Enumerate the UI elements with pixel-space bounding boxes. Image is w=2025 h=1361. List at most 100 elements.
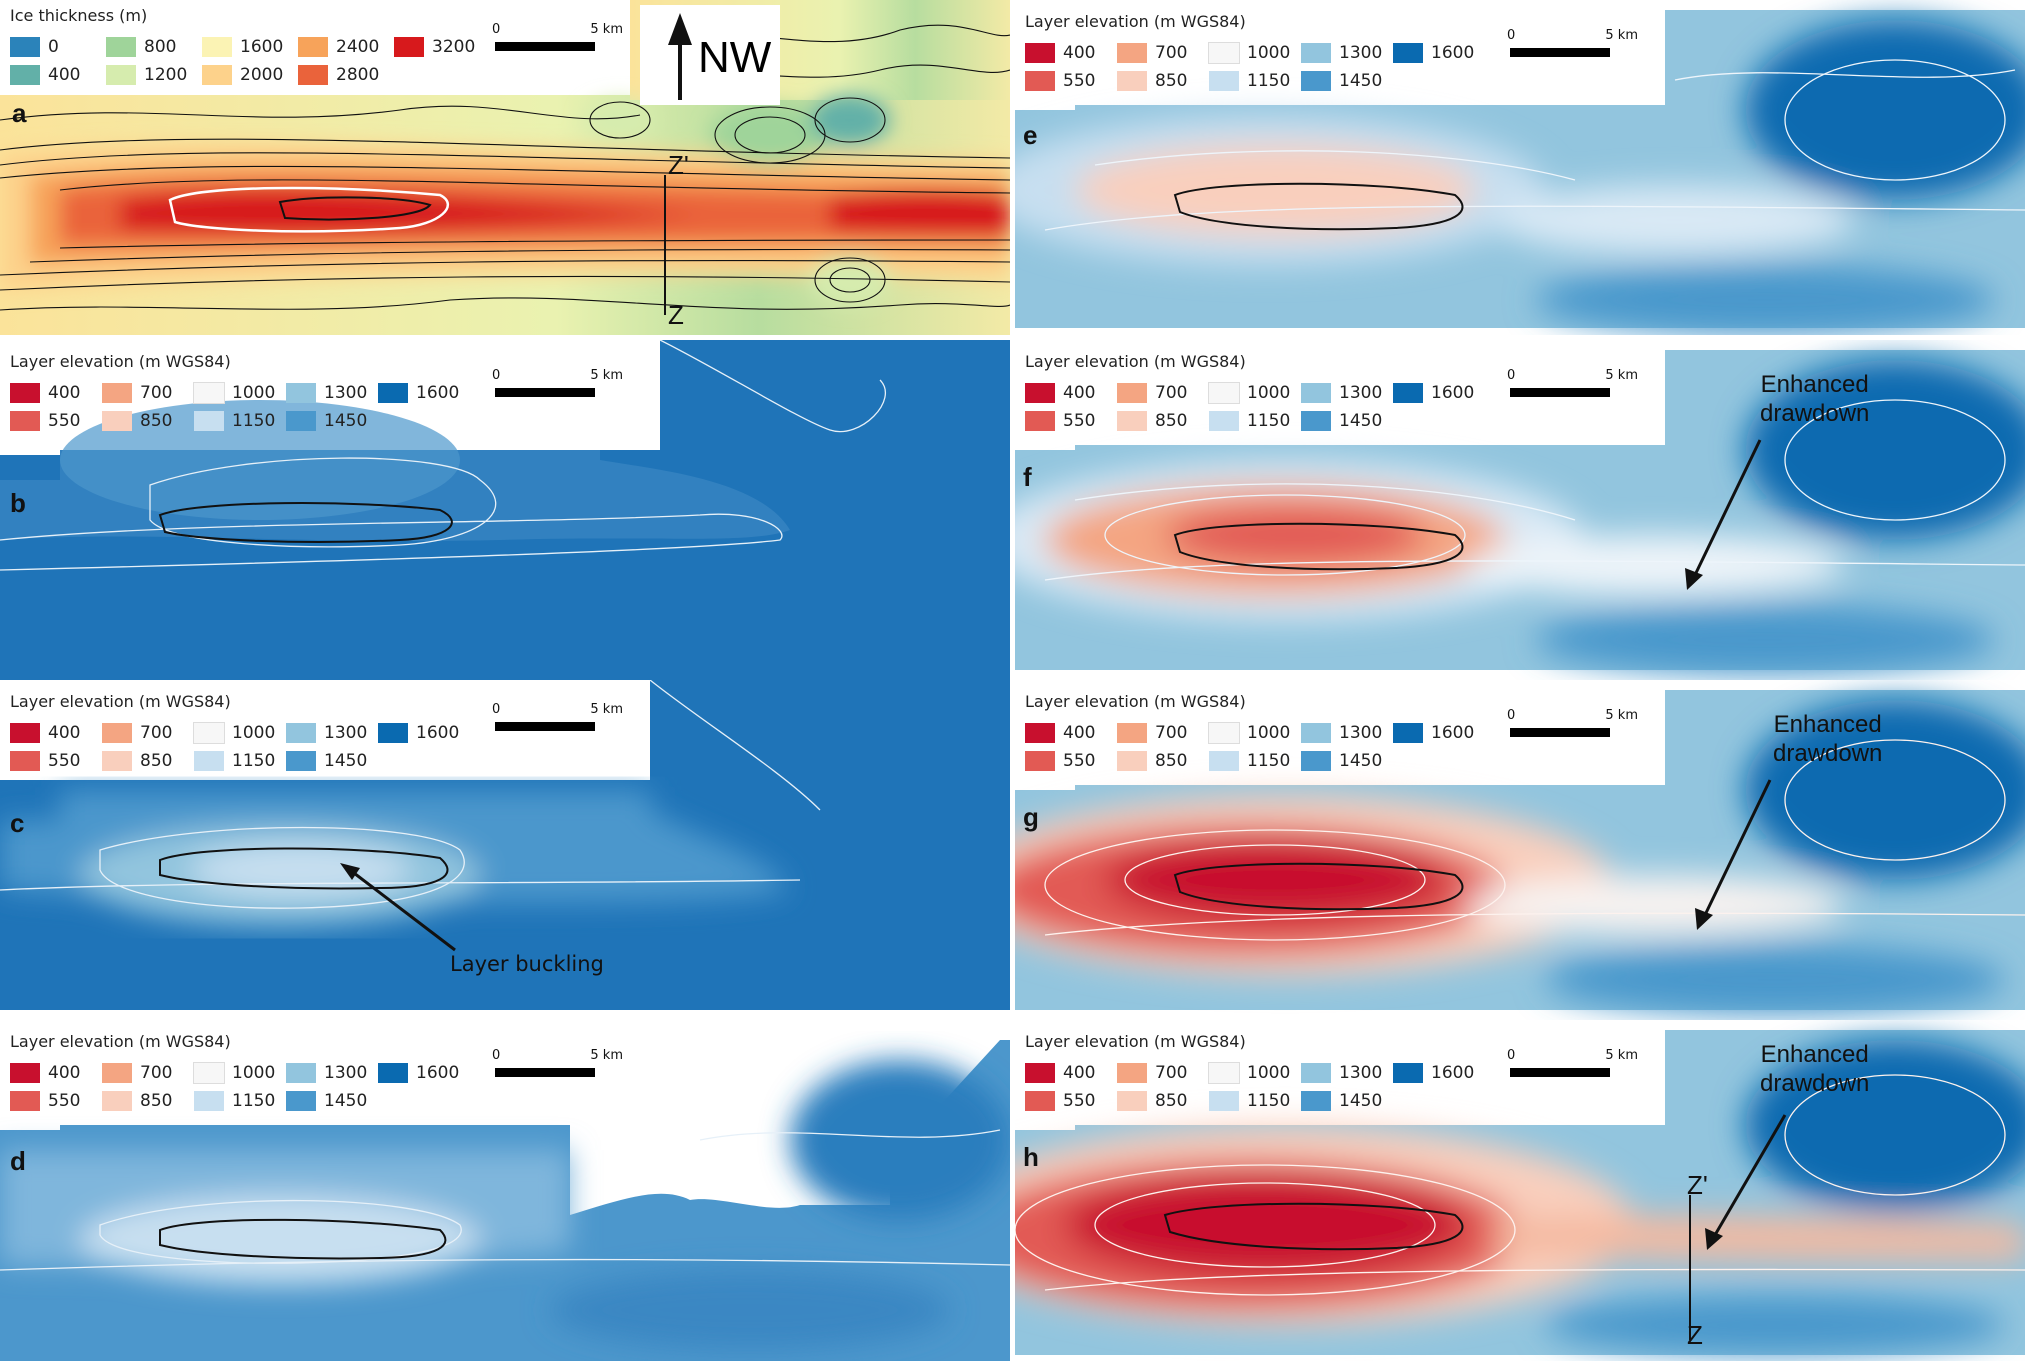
- legend-item: 700: [1117, 379, 1209, 407]
- legend-swatch: [1209, 71, 1239, 91]
- legend-label: 1450: [1339, 411, 1383, 431]
- enhanced-drawdown-label: Enhanced drawdown: [1760, 1040, 1869, 1098]
- legend-label: 1000: [232, 383, 276, 403]
- scale-bar-start: 0: [492, 702, 501, 717]
- layer-elevation-legend: Layer elevation (m WGS84) 400 700 1000 1…: [10, 692, 470, 775]
- legend-swatch: [1025, 411, 1055, 431]
- legend-item: 1600: [378, 719, 470, 747]
- legend-item: 700: [102, 379, 194, 407]
- legend-swatch: [193, 382, 225, 404]
- legend-label: 1300: [324, 383, 368, 403]
- legend-item: 800: [106, 33, 202, 61]
- legend-item: 1300: [286, 379, 378, 407]
- legend-label: 850: [1155, 71, 1188, 91]
- scale-bar-start: 0: [492, 368, 501, 383]
- legend-swatch: [1208, 1062, 1240, 1084]
- scale-bar: 0 5 km: [492, 1048, 623, 1088]
- legend-label: 550: [48, 1091, 81, 1111]
- legend-label: 400: [48, 383, 81, 403]
- legend-item: 1300: [1301, 379, 1393, 407]
- legend-item: 550: [1025, 1087, 1117, 1115]
- legend-swatch: [1117, 411, 1147, 431]
- legend-swatch: [102, 1091, 132, 1111]
- panel-e: Layer elevation (m WGS84) 400 700 1000 1…: [1015, 0, 2025, 335]
- legend-item: 1000: [1208, 719, 1301, 747]
- legend-swatch: [102, 751, 132, 771]
- legend-item: 700: [1117, 39, 1209, 67]
- panel-f: Layer elevation (m WGS84) 400 700 1000 1…: [1015, 340, 2025, 680]
- legend-item: 1300: [1301, 1059, 1393, 1087]
- legend-swatch: [1301, 43, 1331, 63]
- legend-swatch: [1117, 751, 1147, 771]
- layer-elevation-map: [0, 340, 1010, 680]
- scale-bar-end: 5 km: [590, 22, 623, 37]
- legend-label: 400: [1063, 1063, 1096, 1083]
- legend-label: 1300: [324, 723, 368, 743]
- legend-label: 1000: [1247, 43, 1291, 63]
- legend-swatch: [193, 1062, 225, 1084]
- legend-swatch: [1117, 43, 1147, 63]
- legend-label: 400: [1063, 383, 1096, 403]
- legend-title: Layer elevation (m WGS84): [1025, 692, 1246, 711]
- legend-swatch: [298, 37, 328, 57]
- scale-bar-start: 0: [1507, 368, 1516, 383]
- legend-swatch: [286, 383, 316, 403]
- enhanced-drawdown-line1: Enhanced: [1773, 711, 1882, 738]
- north-arrow: NW: [640, 5, 780, 105]
- legend-label: 400: [48, 65, 81, 85]
- legend-items: 400 700 1000 1300 1600 550 850 1150 1450: [10, 379, 470, 435]
- legend-item: 1600: [1393, 379, 1485, 407]
- legend-title: Layer elevation (m WGS84): [1025, 1032, 1246, 1051]
- legend-label: 1000: [1247, 1063, 1291, 1083]
- legend-label: 850: [140, 1091, 173, 1111]
- legend-item: 1150: [194, 1087, 286, 1115]
- profile-start-label: Z: [1687, 1320, 1703, 1350]
- layer-elevation-legend: Layer elevation (m WGS84) 400 700 1000 1…: [10, 1032, 470, 1115]
- legend-label: 700: [1155, 1063, 1188, 1083]
- legend-swatch: [1117, 723, 1147, 743]
- legend-item: 1150: [1209, 67, 1301, 95]
- legend-item: 1000: [193, 379, 286, 407]
- legend-item: 1200: [106, 61, 202, 89]
- legend-label: 1000: [232, 723, 276, 743]
- legend-label: 1150: [1247, 411, 1291, 431]
- legend-label: 0: [48, 37, 59, 57]
- legend-label: 700: [140, 1063, 173, 1083]
- enhanced-drawdown-label: Enhanced drawdown: [1760, 370, 1869, 428]
- legend-label: 400: [1063, 723, 1096, 743]
- legend-label: 550: [48, 751, 81, 771]
- profile-start-label: Z: [668, 300, 684, 330]
- scale-bar-end: 5 km: [590, 368, 623, 383]
- panel-a: Ice thickness (m) 0 800 1600 2400 3200 4…: [0, 0, 1010, 335]
- scale-bar-line: [1510, 728, 1610, 737]
- legend-label: 1600: [1431, 43, 1475, 63]
- scale-bar: 0 5 km: [492, 702, 623, 742]
- legend-swatch: [378, 383, 408, 403]
- legend-swatch: [286, 1063, 316, 1083]
- scale-bar-start: 0: [1507, 708, 1516, 723]
- legend-title: Layer elevation (m WGS84): [10, 692, 231, 711]
- legend-label: 1450: [1339, 71, 1383, 91]
- legend-items: 400 700 1000 1300 1600 550 850 1150 1450: [10, 1059, 470, 1115]
- legend-swatch: [1117, 1063, 1147, 1083]
- enhanced-drawdown-line1: Enhanced: [1760, 1041, 1869, 1068]
- layer-elevation-legend: Layer elevation (m WGS84) 400 700 1000 1…: [1025, 352, 1485, 435]
- legend-item: 1150: [1209, 1087, 1301, 1115]
- legend-label: 550: [48, 411, 81, 431]
- legend-label: 550: [1063, 71, 1096, 91]
- legend-item: 1000: [1208, 39, 1301, 67]
- legend-item: 400: [1025, 379, 1117, 407]
- legend-label: 700: [1155, 383, 1188, 403]
- layer-elevation-map: [0, 680, 1010, 1010]
- legend-swatch: [1301, 383, 1331, 403]
- legend-item: 400: [1025, 719, 1117, 747]
- legend-item: 550: [10, 1087, 102, 1115]
- legend-item: 850: [102, 1087, 194, 1115]
- legend-label: 1000: [1247, 723, 1291, 743]
- legend-item: 1300: [286, 1059, 378, 1087]
- layer-elevation-map: [1015, 350, 2025, 675]
- legend-item: 400: [1025, 1059, 1117, 1087]
- scale-bar-end: 5 km: [1605, 368, 1638, 383]
- legend-item: 1450: [286, 407, 378, 435]
- legend-label: 1600: [1431, 723, 1475, 743]
